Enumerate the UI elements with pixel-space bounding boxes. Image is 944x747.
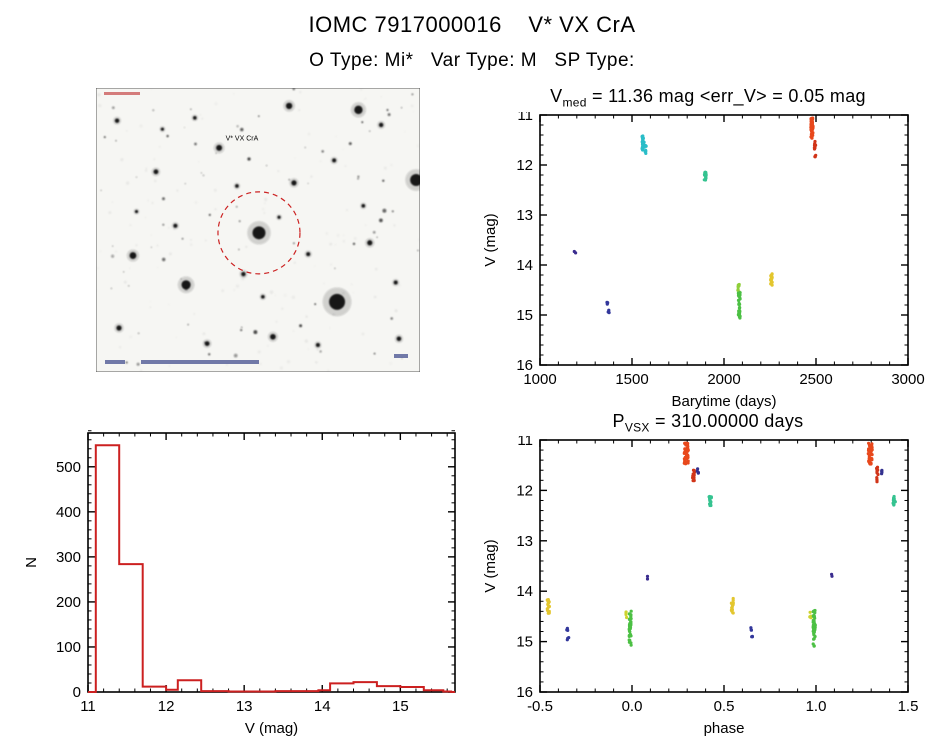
lightcurve-title-var: V xyxy=(550,86,563,106)
x-tick-label: -0.5 xyxy=(527,698,553,715)
page-subtitle: O Type: Mi* Var Type: M SP Type: xyxy=(309,50,635,71)
y-tick-label: 16 xyxy=(516,684,533,701)
y-tick-label: 11 xyxy=(517,112,533,124)
y-axis-label: V (mag) xyxy=(482,213,499,266)
x-tick-label: 13 xyxy=(236,698,253,715)
x-tick-label: 0.5 xyxy=(714,698,735,715)
finder-chart: V* VX CrA xyxy=(96,88,420,372)
x-tick-label: 1.5 xyxy=(898,698,919,715)
x-axis-label: V (mag) xyxy=(245,720,298,737)
y-tick-label: 14 xyxy=(516,257,533,274)
y-tick-label: 15 xyxy=(516,307,533,324)
phase-title-var: P xyxy=(612,411,625,431)
plot-frame xyxy=(539,114,909,366)
x-tick-label: 3000 xyxy=(891,371,924,388)
y-tick-label: 12 xyxy=(516,482,533,499)
y-tick-label: 500 xyxy=(56,459,81,476)
y-axis-label: N xyxy=(23,557,40,568)
x-axis-label: phase xyxy=(704,720,745,737)
target-circle xyxy=(217,191,301,275)
data-points xyxy=(572,116,818,320)
x-axis-label: Barytime (days) xyxy=(671,393,776,410)
finder-annotation: V* VX CrA xyxy=(226,136,259,143)
data-points xyxy=(545,441,897,648)
x-tick-label: 1500 xyxy=(615,371,648,388)
y-tick-label: 100 xyxy=(56,639,81,656)
x-tick-label: 1000 xyxy=(523,371,556,388)
histogram-plot: 11 12 13 14 15 0 100 200 300 400 500 V (mag) N xyxy=(23,430,456,737)
y-tick-label: 400 xyxy=(56,504,81,521)
star-field xyxy=(96,88,420,372)
x-tick-label: 0.0 xyxy=(622,698,643,715)
x-tick-label: 1.0 xyxy=(806,698,827,715)
x-tick-label: 2500 xyxy=(799,371,832,388)
y-tick-label: 200 xyxy=(56,594,81,611)
y-tick-label: 11 xyxy=(517,436,533,449)
y-axis-label: V (mag) xyxy=(482,539,499,592)
x-tick-label: 12 xyxy=(158,698,175,715)
phase-title-sub: VSX xyxy=(624,420,650,435)
y-tick-label: 13 xyxy=(516,207,533,224)
plot-frame xyxy=(539,439,909,693)
lightcurve-plot: 1000 1500 2000 2500 3000 11 12 13 14 15 16 Barytime… xyxy=(482,112,925,410)
y-tick-label: 14 xyxy=(516,583,533,600)
x-tick-label: 14 xyxy=(314,698,331,715)
phase-title-rest: = 310.00000 days xyxy=(649,411,804,431)
y-tick-label: 12 xyxy=(516,157,533,174)
y-tick-label: 15 xyxy=(516,634,533,651)
histogram-steps xyxy=(88,444,455,693)
lightcurve-title-sub: med xyxy=(562,95,587,110)
y-tick-label: 300 xyxy=(56,549,81,566)
page-title: IOMC 7917000016 V* VX CrA xyxy=(308,12,636,37)
x-tick-label: 2000 xyxy=(707,371,740,388)
x-tick-label: 15 xyxy=(392,698,409,715)
x-tick-label: 11 xyxy=(80,698,96,715)
lightcurve-title: Vmed = 11.36 mag <err_V> = 0.05 mag xyxy=(478,86,938,110)
y-tick-label: 13 xyxy=(516,533,533,550)
y-tick-label: 0 xyxy=(73,684,81,701)
y-tick-label: 16 xyxy=(516,357,533,374)
lightcurve-title-rest: = 11.36 mag <err_V> = 0.05 mag xyxy=(586,86,866,106)
phase-title: PVSX = 310.00000 days xyxy=(478,411,938,435)
phase-plot: -0.5 0.0 0.5 1.0 1.5 11 12 13 14 15 16 phase V (mag) xyxy=(482,436,919,737)
